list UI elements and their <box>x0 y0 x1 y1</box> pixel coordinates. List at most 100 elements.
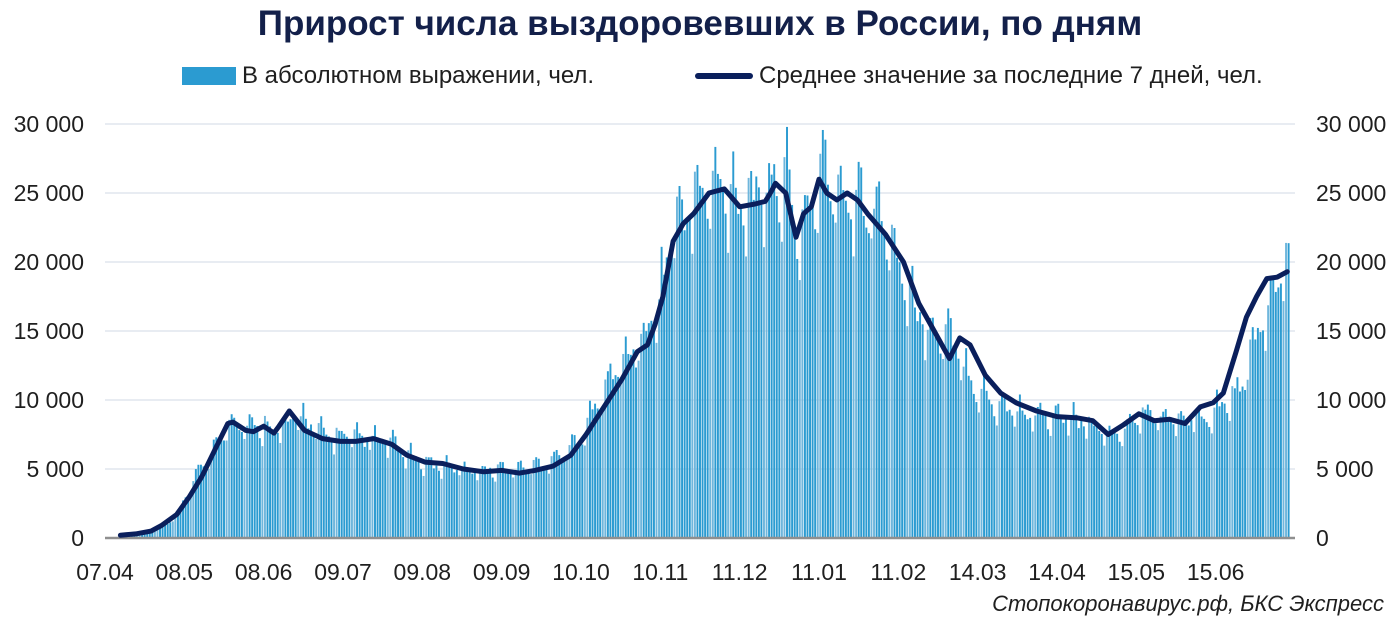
bar <box>514 469 517 538</box>
bar <box>686 220 689 539</box>
bar <box>668 261 671 538</box>
bar <box>768 163 771 538</box>
bar <box>1064 419 1067 538</box>
bar <box>793 226 796 539</box>
bar <box>1141 407 1144 538</box>
y-tick-label-right: 20 000 <box>1316 249 1386 275</box>
bar <box>952 345 955 538</box>
bar <box>327 436 330 538</box>
bar <box>179 506 182 538</box>
bar <box>230 414 233 538</box>
bar <box>885 259 888 538</box>
bar <box>701 187 704 539</box>
bar <box>438 470 440 538</box>
bar <box>284 417 287 538</box>
bar <box>207 468 210 538</box>
bar <box>356 422 359 538</box>
bar <box>233 417 236 538</box>
bar <box>200 464 202 538</box>
bar-series <box>107 126 1290 539</box>
bar <box>1218 406 1221 538</box>
bar <box>161 525 164 538</box>
bar <box>1185 421 1188 538</box>
bar <box>972 393 975 538</box>
bar <box>476 480 479 538</box>
x-tick-label: 11.02 <box>870 559 926 585</box>
bar <box>688 217 691 538</box>
bar <box>650 320 653 538</box>
bar <box>409 442 412 538</box>
bar <box>1210 433 1213 538</box>
bar <box>361 435 364 538</box>
bar <box>591 409 594 538</box>
bar <box>276 432 279 538</box>
bar <box>432 468 435 538</box>
average-line <box>117 176 1290 538</box>
x-axis-ticks: 07.04 08.05 08.06 09.07 09.08 09.09 10.10 10.11… <box>76 559 1244 585</box>
x-tick-label: 15.05 <box>1108 559 1166 585</box>
x-tick-label: 09.09 <box>473 559 531 585</box>
bar <box>527 471 530 538</box>
bar <box>760 204 763 538</box>
bar <box>1090 421 1093 538</box>
bar <box>501 462 504 538</box>
bar <box>1246 379 1249 538</box>
x-tick-label: 09.07 <box>314 559 372 585</box>
bar <box>1167 420 1170 538</box>
bar <box>975 402 978 538</box>
bar <box>901 283 904 538</box>
bar <box>829 201 832 538</box>
bar <box>455 470 458 538</box>
bar <box>862 215 865 538</box>
bar <box>898 262 901 538</box>
bar <box>345 436 348 538</box>
bar <box>586 417 589 538</box>
bar <box>1082 426 1085 538</box>
bar <box>512 477 515 538</box>
y-tick-label-left: 0 <box>71 525 84 551</box>
bar <box>1077 428 1080 538</box>
bar <box>1187 425 1190 538</box>
bar <box>1262 330 1264 538</box>
bar <box>783 157 786 538</box>
bar <box>330 441 333 538</box>
bar <box>737 213 740 538</box>
bar <box>322 427 325 538</box>
x-tick-label: 15.06 <box>1187 559 1245 585</box>
bar <box>583 445 586 538</box>
bar <box>1259 332 1262 538</box>
bar <box>1041 415 1044 538</box>
bar <box>1026 419 1029 538</box>
bar <box>1093 425 1096 538</box>
bar <box>919 312 922 538</box>
bar <box>1144 409 1147 538</box>
bar <box>1149 410 1152 538</box>
bar <box>970 380 973 538</box>
bar <box>1136 425 1139 538</box>
bar <box>1105 431 1108 538</box>
bar <box>1279 283 1282 538</box>
bar <box>834 222 837 538</box>
bar <box>374 425 376 538</box>
y-tick-label-left: 30 000 <box>14 111 84 137</box>
bar <box>333 454 336 538</box>
bar <box>325 434 328 538</box>
bar <box>865 227 868 538</box>
bar <box>519 460 522 538</box>
bar <box>558 455 561 538</box>
bar <box>1100 433 1103 538</box>
bar <box>458 475 461 538</box>
bar <box>146 531 149 538</box>
bar <box>509 471 512 538</box>
bar <box>555 449 558 538</box>
x-tick-label: 11.01 <box>791 559 847 585</box>
bar <box>578 444 581 538</box>
bar <box>197 464 200 538</box>
bar <box>1021 410 1024 538</box>
bar <box>1223 403 1226 538</box>
bar <box>310 424 312 538</box>
bar <box>906 326 909 538</box>
bar <box>1198 409 1200 538</box>
bar <box>312 434 315 538</box>
bar <box>143 532 146 538</box>
